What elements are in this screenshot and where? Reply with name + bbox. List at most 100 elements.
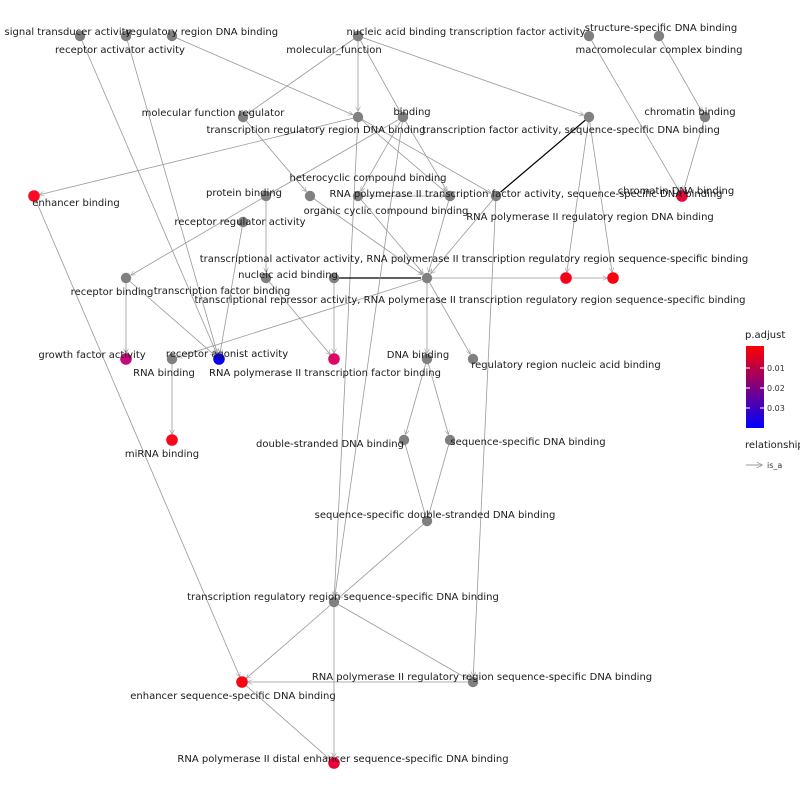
edge-nucleic_acid_tf-to-tf_activity_seq: [357, 35, 583, 115]
legend-color-title: p.adjust: [745, 330, 785, 341]
node-chromatin[interactable]: [699, 111, 711, 123]
node-binding[interactable]: [397, 111, 409, 123]
edge-tf_hub-to-rna: [178, 277, 428, 357]
edge-trr_seq-to-enhancer_seq: [247, 601, 335, 678]
edge-sequence_specific-to-seq_ds: [429, 439, 451, 515]
node-tf-hub[interactable]: [421, 272, 433, 284]
node-macromolecular-complex[interactable]: [653, 30, 665, 42]
label-heterocyclic: heterocyclic compound binding: [289, 173, 446, 184]
node-signal-transducer[interactable]: [74, 30, 86, 42]
label-chromatin: chromatin binding: [644, 107, 735, 118]
edge-molecular_function-to-molecular_function_regulator: [248, 35, 359, 114]
label-rna-pol2-distal: RNA polymerase II distal enhancer sequen…: [177, 754, 508, 765]
edge-trr_seq-to-rna_pol2_rr_seq: [333, 601, 468, 679]
label-rna-pol2-tf-seq: RNA polymerase II transcription factor a…: [329, 189, 722, 200]
legend-tick-0: 0.01: [767, 364, 785, 373]
label-enhancer: enhancer binding: [32, 198, 120, 209]
node-organic-cyclic[interactable]: [304, 190, 316, 202]
node-sequence-specific[interactable]: [444, 434, 456, 446]
label-rna-pol2-tf-binding: RNA polymerase II transcription factor b…: [209, 368, 441, 379]
node-transcriptional-activator[interactable]: [560, 272, 572, 284]
node-rna-pol2-distal[interactable]: [328, 757, 340, 769]
edge-tf_activity_seq-to-rna_pol2_regulatory: [500, 116, 590, 193]
edge-transcription_regulatory_region-to-rna_pol2_tf_seq: [357, 116, 445, 192]
label-trr-seq: transcription regulatory region sequence…: [187, 592, 499, 603]
node-tf-activity-seq[interactable]: [583, 111, 595, 123]
edge-binding-to-rna_pol2_tf_seq: [402, 116, 447, 191]
node-rna-pol2-tf-binding[interactable]: [328, 353, 340, 365]
node-receptor-agonist[interactable]: [213, 353, 225, 365]
node-growth-factor[interactable]: [120, 353, 132, 365]
legend: p.adjust 0.01 0.02 0.03 relationship is_…: [745, 330, 800, 470]
label-transcription-factor: transcription factor binding: [154, 286, 291, 297]
edge-regulatory_region_dna-to-transcription_regulatory_region: [171, 35, 352, 115]
node-molecular-function[interactable]: [352, 30, 364, 42]
edge-structure_specific-to-chromatin_dna: [588, 35, 679, 191]
label-nucleic-acid-tf: nucleic acid binding transcription facto…: [346, 27, 585, 38]
node-molecular-function-regulator[interactable]: [237, 111, 249, 123]
label-organic-cyclic: organic cyclic compound binding: [304, 206, 469, 217]
legend-edge-title: relationship: [745, 440, 800, 451]
label-rna: RNA binding: [133, 368, 195, 379]
edge-enhancer_seq-to-rna_pol2_distal: [241, 681, 329, 759]
node-rna[interactable]: [166, 353, 178, 365]
edge-chromatin-to-chromatin_dna: [684, 116, 706, 190]
node-heterocyclic[interactable]: [352, 190, 364, 202]
label-rna-pol2-regulatory: RNA polymerase II regulatory region DNA …: [466, 212, 714, 223]
edge-transcription_regulatory_region-to-rna_pol2_regulatory: [357, 116, 491, 193]
node-rna-pol2-rr-seq[interactable]: [467, 676, 479, 688]
edge-receptor_regulator-to-receptor_agonist: [220, 221, 244, 353]
node-enhancer[interactable]: [28, 190, 40, 202]
label-protein: protein binding: [206, 188, 282, 199]
node-dna[interactable]: [421, 353, 433, 365]
node-receptor-regulator[interactable]: [237, 216, 249, 228]
node-double-stranded[interactable]: [398, 434, 410, 446]
edge-receptor_activator-to-receptor_agonist: [125, 35, 217, 353]
nodes-layer: [28, 30, 711, 769]
label-molecular-function-regulator: molecular function regulator: [142, 108, 286, 119]
node-transcriptional-repressor[interactable]: [607, 272, 619, 284]
node-structure-specific[interactable]: [583, 30, 595, 42]
node-transcription-factor[interactable]: [260, 272, 272, 284]
node-rna-pol2-tf-seq[interactable]: [444, 190, 456, 202]
edge-tf_hub-to-regulatory_region_nucleic: [426, 277, 470, 354]
node-transcription-regulatory-region[interactable]: [352, 111, 364, 123]
label-receptor-activator: receptor activator activity: [55, 45, 185, 56]
edge-binding-to-trr_seq: [335, 116, 404, 596]
label-binding: binding: [393, 107, 430, 118]
edge-dna-to-sequence_specific: [426, 358, 448, 434]
edge-receptor-to-receptor_agonist: [125, 277, 214, 355]
edge-signal_transducer-to-receptor_agonist: [79, 35, 217, 353]
node-mirna[interactable]: [166, 434, 178, 446]
label-mirna: miRNA binding: [125, 449, 199, 460]
node-enhancer-seq[interactable]: [236, 676, 248, 688]
edge-binding-to-heterocyclic: [361, 116, 404, 191]
edge-binding-to-protein: [271, 116, 404, 193]
node-rna-pol2-regulatory[interactable]: [490, 190, 502, 202]
label-tf-activity-seq: transcription factor activity, sequence-…: [422, 125, 720, 136]
edge-rna_pol2_tf_seq-to-tf_hub: [429, 195, 451, 272]
node-regulatory-region-dna[interactable]: [166, 30, 178, 42]
edge-tf_activity_seq-to-transcriptional_activator: [567, 116, 590, 272]
legend-tick-1: 0.02: [767, 384, 785, 393]
node-receptor-activator[interactable]: [120, 30, 132, 42]
node-chromatin-dna[interactable]: [676, 190, 688, 202]
node-regulatory-region-nucleic[interactable]: [467, 353, 479, 365]
legend-tick-2: 0.03: [767, 404, 785, 413]
label-double-stranded: double-stranded DNA binding: [256, 439, 404, 450]
edge-molecular_function-to-binding: [357, 35, 400, 112]
edge-organic_cyclic-to-tf_hub: [309, 195, 422, 275]
node-nucleic-acid[interactable]: [328, 272, 340, 284]
node-trr-seq[interactable]: [328, 596, 340, 608]
node-protein[interactable]: [260, 190, 272, 202]
edges-layer: [33, 35, 706, 759]
label-regulatory-region-nucleic: regulatory region nucleic acid binding: [471, 360, 660, 371]
label-transcriptional-activator: transcriptional activator activity, RNA …: [200, 254, 748, 265]
edge-seq_ds-to-trr_seq: [339, 520, 428, 598]
label-growth-factor: growth factor activity: [38, 350, 145, 361]
node-receptor[interactable]: [120, 272, 132, 284]
node-seq-ds[interactable]: [421, 515, 433, 527]
edge-tf_activity_seq-to-transcriptional_repressor: [588, 116, 612, 272]
